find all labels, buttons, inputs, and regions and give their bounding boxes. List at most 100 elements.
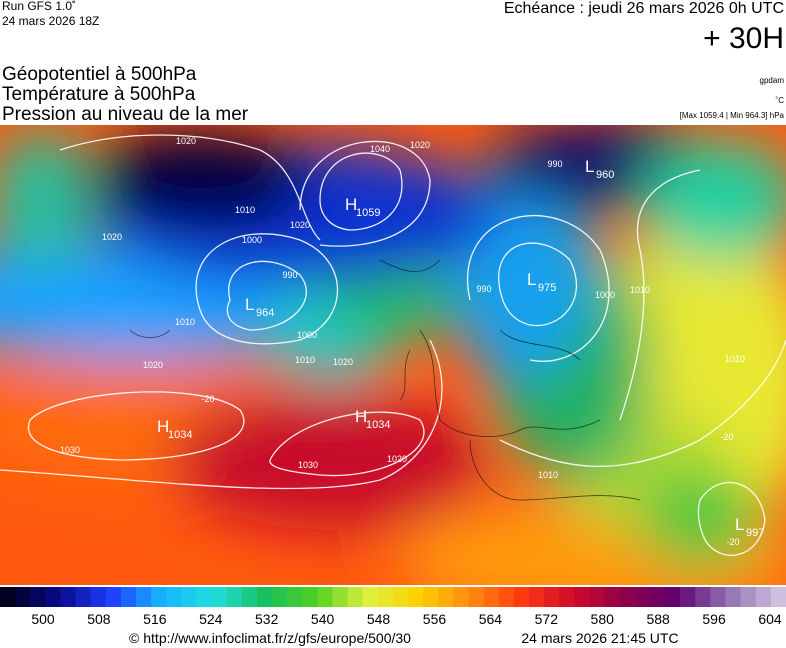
colorbar-swatch xyxy=(0,587,16,607)
colorbar-label: 596 xyxy=(702,611,726,627)
center-pressure: 975 xyxy=(538,282,556,294)
isobar-label: 1010 xyxy=(538,470,558,480)
colorbar-swatch xyxy=(15,587,31,607)
colorbar-swatch xyxy=(90,587,107,607)
colorbar-label: 564 xyxy=(479,611,503,627)
colorbar-swatch xyxy=(393,587,409,607)
colorbar-swatch xyxy=(498,587,515,607)
colorbar-label: 548 xyxy=(367,611,391,627)
isobar-label: 1020 xyxy=(333,357,353,367)
center-letter: H xyxy=(157,417,169,436)
center-letter: H xyxy=(345,195,357,214)
isobar-label: 1020 xyxy=(102,232,122,242)
colorbar-swatch xyxy=(408,587,424,607)
isobar-label: 1000 xyxy=(297,330,317,340)
center-letter: L xyxy=(735,515,744,534)
colorbar-label: 532 xyxy=(255,611,279,627)
colorbar-swatch xyxy=(181,587,197,607)
colorbar-swatch xyxy=(649,587,666,607)
colorbar-label: 500 xyxy=(31,611,55,627)
isobar-label: 1010 xyxy=(175,317,195,327)
colorbar-swatch xyxy=(60,587,77,607)
colorbar-label: 572 xyxy=(535,611,559,627)
colorbar-swatch xyxy=(166,587,182,607)
colorbar-swatch xyxy=(589,587,606,607)
colorbar-swatch xyxy=(256,587,273,607)
colorbar-label: 524 xyxy=(199,611,223,627)
colorbar-swatch xyxy=(226,587,243,607)
run: Run GFS 1.0˚ xyxy=(2,0,76,13)
colorbar-swatch xyxy=(241,587,258,607)
colorbar-swatch xyxy=(120,587,137,607)
isobar-label: -20 xyxy=(720,432,733,442)
colorbar-swatch xyxy=(272,587,288,607)
isobar-label: 1010 xyxy=(630,285,650,295)
colorbar-swatch xyxy=(468,587,485,607)
colorbar-swatch xyxy=(45,587,61,607)
colorbar-swatch xyxy=(136,587,152,607)
isobar-labels: 1020 1040 1020 990 1010 1020 1020 1000 990 1010 10… xyxy=(60,136,745,547)
colorbar-swatch xyxy=(559,587,575,607)
colorbar-label: 516 xyxy=(143,611,167,627)
timestamp: 24 mars 2026 21:45 UTC xyxy=(521,630,678,646)
colorbar-swatch xyxy=(740,587,757,607)
source-url: © http://www.infoclimat.fr/z/gfs/europe/… xyxy=(129,630,411,646)
colorbar-swatch xyxy=(105,587,122,607)
colorbar-swatch xyxy=(619,587,636,607)
colorbar-swatch xyxy=(151,587,167,607)
colorbar-label: 556 xyxy=(423,611,447,627)
colorbar-swatch xyxy=(710,587,727,607)
center-pressure: 997 xyxy=(746,527,764,539)
isobar-label: 1000 xyxy=(595,290,615,300)
colorbar: 500 508 516 524 532 540 548 556 564 572 580 588 596 6… xyxy=(0,587,786,627)
title: Température à 500hPa xyxy=(2,84,196,105)
colorbar-swatch xyxy=(483,587,500,607)
colorbar-swatch xyxy=(544,587,560,607)
run-date: 24 mars 2026 18Z xyxy=(2,14,99,28)
colorbar-swatch xyxy=(347,587,364,607)
colorbar-swatch xyxy=(665,587,681,607)
colorbar-swatch xyxy=(680,587,696,607)
colorbar-label: 604 xyxy=(758,611,782,627)
isobar-label: 990 xyxy=(476,284,491,294)
colorbar-swatch xyxy=(725,587,742,607)
isobar-label: 1010 xyxy=(295,355,315,365)
unit: ˚C xyxy=(776,96,785,105)
colorbar-swatch xyxy=(287,587,303,607)
isobar-label: 1010 xyxy=(725,354,745,364)
center-pressure: 960 xyxy=(596,169,614,181)
colorbar-swatch xyxy=(196,587,213,607)
unit: gpdam xyxy=(760,76,785,85)
center-letter: L xyxy=(527,270,536,289)
colorbar-swatch xyxy=(574,587,590,607)
isobar-label: 1010 xyxy=(235,205,255,215)
colorbar-swatch xyxy=(302,587,318,607)
isobar-label: 1030 xyxy=(60,445,80,455)
colorbar-label: 540 xyxy=(311,611,335,627)
title: Pression au niveau de la mer xyxy=(2,104,249,125)
center-pressure: 1034 xyxy=(168,429,192,441)
isobar-label: 1020 xyxy=(176,136,196,146)
colorbar-swatch xyxy=(317,587,334,607)
isobar-label: 990 xyxy=(547,159,562,169)
colorbar-swatch xyxy=(634,587,651,607)
center-letter: L xyxy=(245,295,254,314)
colorbar-swatch xyxy=(423,587,439,607)
colorbar-swatch xyxy=(377,587,394,607)
colorbar-swatch xyxy=(332,587,349,607)
colorbar-swatch xyxy=(513,587,530,607)
colorbar-swatch xyxy=(453,587,470,607)
center-letter: H xyxy=(355,407,367,426)
colorbar-swatch xyxy=(695,587,711,607)
colorbar-swatch xyxy=(438,587,454,607)
colorbar-swatch xyxy=(604,587,621,607)
center-pressure: 1059 xyxy=(356,207,380,219)
colorbar-label: 588 xyxy=(646,611,670,627)
unit: [Max 1059.4 | Min 964.3] hPa xyxy=(680,111,785,120)
map xyxy=(0,125,786,585)
isobar-label: 1000 xyxy=(242,235,262,245)
isobar-label: -20 xyxy=(726,537,739,547)
title: Géopotentiel à 500hPa xyxy=(2,64,197,85)
